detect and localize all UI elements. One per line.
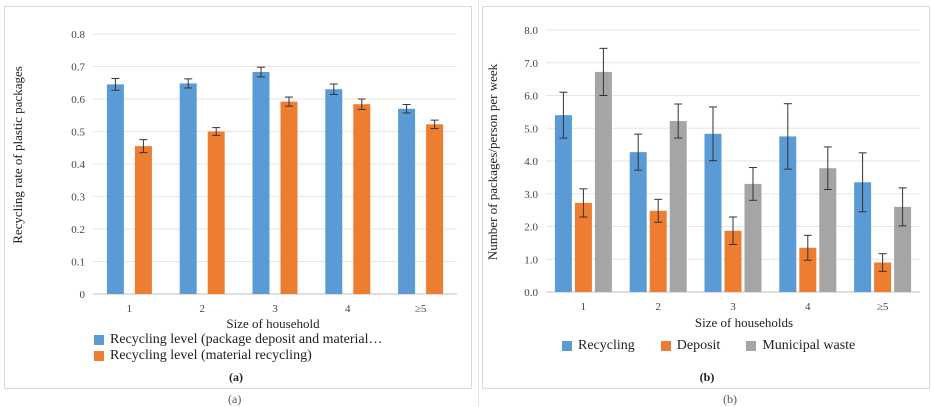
bar — [134, 146, 152, 294]
bar — [207, 131, 225, 294]
legend-swatch-a-0 — [94, 335, 104, 345]
legend-label-b-1: Deposit — [676, 338, 721, 353]
y-tick-label: 0.3 — [71, 192, 85, 204]
legend-label-a-1: Recycling level (material recycling) — [110, 348, 312, 363]
x-tick-label: 3 — [730, 301, 736, 313]
y-tick-label: 5.0 — [524, 123, 538, 135]
x-tick-label: 4 — [805, 301, 811, 313]
bar — [854, 182, 872, 292]
y-tick-label: 7.0 — [524, 58, 538, 70]
legend-item-b-1: Deposit — [660, 338, 721, 354]
y-tick-label: 0.6 — [71, 94, 85, 106]
bar — [398, 108, 416, 294]
caption-b: (b) — [699, 370, 715, 384]
bar — [325, 89, 343, 294]
bar — [280, 101, 298, 294]
chart-panel-a: 0 0.1 0.2 0.3 0.4 0.5 0.6 0.7 0.8 1 2 3 4 ≥5 Recyclin… — [4, 6, 472, 406]
x-tick-label: 2 — [199, 303, 205, 315]
bar — [106, 84, 124, 294]
legend-swatch-b-2 — [746, 341, 757, 351]
x-tick-label: 1 — [127, 303, 133, 315]
panel-divider — [478, 0, 479, 406]
legend-item-a-1: Recycling level (material recycling) — [94, 348, 383, 364]
bar — [779, 136, 797, 292]
bar — [894, 206, 912, 292]
y-tick-label: 6.0 — [524, 91, 538, 103]
caption-b-outer: (b) — [723, 392, 737, 406]
legend-item-a-0: Recycling level (package deposit and mat… — [94, 332, 383, 348]
bar — [874, 262, 892, 292]
legend-label-b-0: Recycling — [578, 338, 635, 353]
bar — [554, 115, 572, 293]
chart-frame-a — [4, 6, 472, 389]
bar — [353, 104, 371, 294]
y-tick-label: 0.1 — [71, 257, 85, 269]
y-tick-label: 0.0 — [524, 287, 538, 299]
x-tick-label: ≥5 — [877, 301, 889, 313]
bar — [594, 71, 612, 292]
chart-panel-b: 0.0 1.0 2.0 3.0 4.0 5.0 6.0 7.0 8.0 1 2 3 4 ≥5 Number… — [478, 0, 932, 406]
y-tick-label: 8.0 — [524, 25, 538, 37]
y-tick-label: 0.7 — [71, 62, 85, 74]
y-tick-label: 0.5 — [71, 127, 85, 139]
bar — [819, 168, 837, 292]
bar — [724, 230, 742, 292]
y-tick-label: 0.8 — [71, 29, 85, 41]
bar — [574, 202, 592, 292]
legend-swatch-a-1 — [94, 351, 104, 361]
y-axis-title-b: Number of packages/person per week — [485, 63, 500, 260]
y-tick-label: 0.2 — [71, 224, 85, 236]
legend-b: Recycling Deposit Municipal waste — [562, 338, 855, 354]
chart-b-svg: 0.0 1.0 2.0 3.0 4.0 5.0 6.0 7.0 8.0 1 2 3 4 ≥5 Number… — [485, 25, 920, 330]
bar — [799, 247, 817, 292]
bar — [179, 83, 197, 295]
x-tick-label: 3 — [272, 303, 278, 315]
bar — [426, 124, 444, 294]
bar — [744, 183, 762, 292]
legend-label-b-2: Municipal waste — [762, 338, 856, 353]
legend-item-b-2: Municipal waste — [746, 338, 855, 354]
y-tick-label: 4.0 — [524, 156, 538, 168]
x-axis-title-a: Size of household — [226, 316, 320, 331]
x-axis-title-b: Size of households — [695, 315, 793, 330]
bar — [649, 210, 667, 292]
legend-label-a-0: Recycling level (package deposit and mat… — [110, 332, 383, 347]
y-tick-label: 0 — [80, 289, 86, 301]
bar — [629, 152, 647, 292]
bar — [704, 133, 722, 292]
x-tick-label: ≥5 — [415, 303, 427, 315]
x-tick-label: 1 — [581, 301, 587, 313]
legend-a: Recycling level (package deposit and mat… — [94, 332, 383, 364]
legend-swatch-b-0 — [562, 341, 572, 351]
bar — [252, 72, 270, 295]
x-tick-label: 2 — [655, 301, 661, 313]
y-tick-label: 3.0 — [524, 189, 538, 201]
bar — [669, 121, 687, 292]
y-axis-title-a: Recycling rate of plastic packages — [10, 66, 25, 244]
y-tick-label: 2.0 — [524, 222, 538, 234]
x-tick-label: 4 — [345, 303, 351, 315]
y-tick-label: 0.4 — [71, 159, 85, 171]
caption-a: (a) — [229, 370, 243, 384]
legend-swatch-b-1 — [660, 341, 671, 351]
caption-a-outer: (a) — [228, 392, 242, 406]
y-tick-label: 1.0 — [524, 254, 538, 266]
chart-a-svg: 0 0.1 0.2 0.3 0.4 0.5 0.6 0.7 0.8 1 2 3 4 ≥5 Recyclin… — [10, 29, 457, 331]
legend-item-b-0: Recycling — [562, 338, 635, 354]
